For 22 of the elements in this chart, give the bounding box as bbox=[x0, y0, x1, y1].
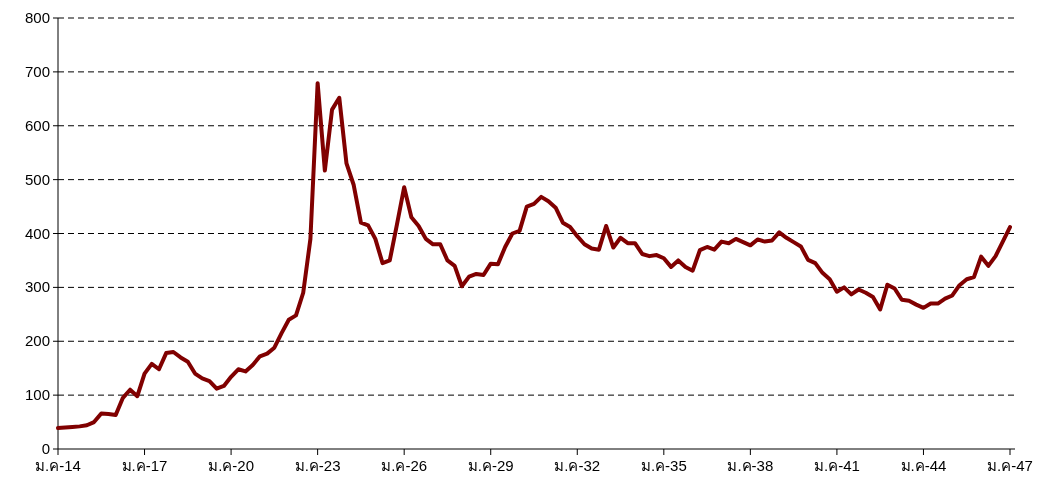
y-tick-label: 700 bbox=[24, 62, 50, 80]
x-tick-label: ม.ค-41 bbox=[813, 457, 860, 474]
x-tick-label: ม.ค-17 bbox=[121, 457, 168, 474]
x-tick-label: ม.ค-20 bbox=[208, 457, 255, 474]
x-tick-label: ม.ค-23 bbox=[294, 457, 341, 474]
y-tick-label: 200 bbox=[24, 332, 50, 350]
y-tick-label: 300 bbox=[24, 278, 50, 296]
y-tick-label: 600 bbox=[24, 116, 50, 134]
x-tick-label: ม.ค-35 bbox=[640, 457, 687, 474]
x-tick-label: ม.ค-32 bbox=[554, 457, 601, 474]
y-tick-label: 800 bbox=[24, 9, 50, 26]
x-tick-label: ม.ค-47 bbox=[987, 457, 1033, 474]
x-tick-label: ม.ค-14 bbox=[35, 457, 81, 474]
x-tick-label: ม.ค-38 bbox=[727, 457, 774, 474]
y-tick-label: 100 bbox=[24, 386, 50, 404]
y-tick-label: 500 bbox=[24, 170, 50, 188]
line-series bbox=[56, 81, 1012, 430]
x-tick-label: ม.ค-26 bbox=[381, 457, 428, 474]
y-tick-label: 400 bbox=[24, 224, 50, 242]
x-tick-label: ม.ค-29 bbox=[467, 457, 514, 474]
x-tick-label: ม.ค-44 bbox=[900, 457, 947, 474]
y-tick-label: 0 bbox=[41, 440, 50, 457]
